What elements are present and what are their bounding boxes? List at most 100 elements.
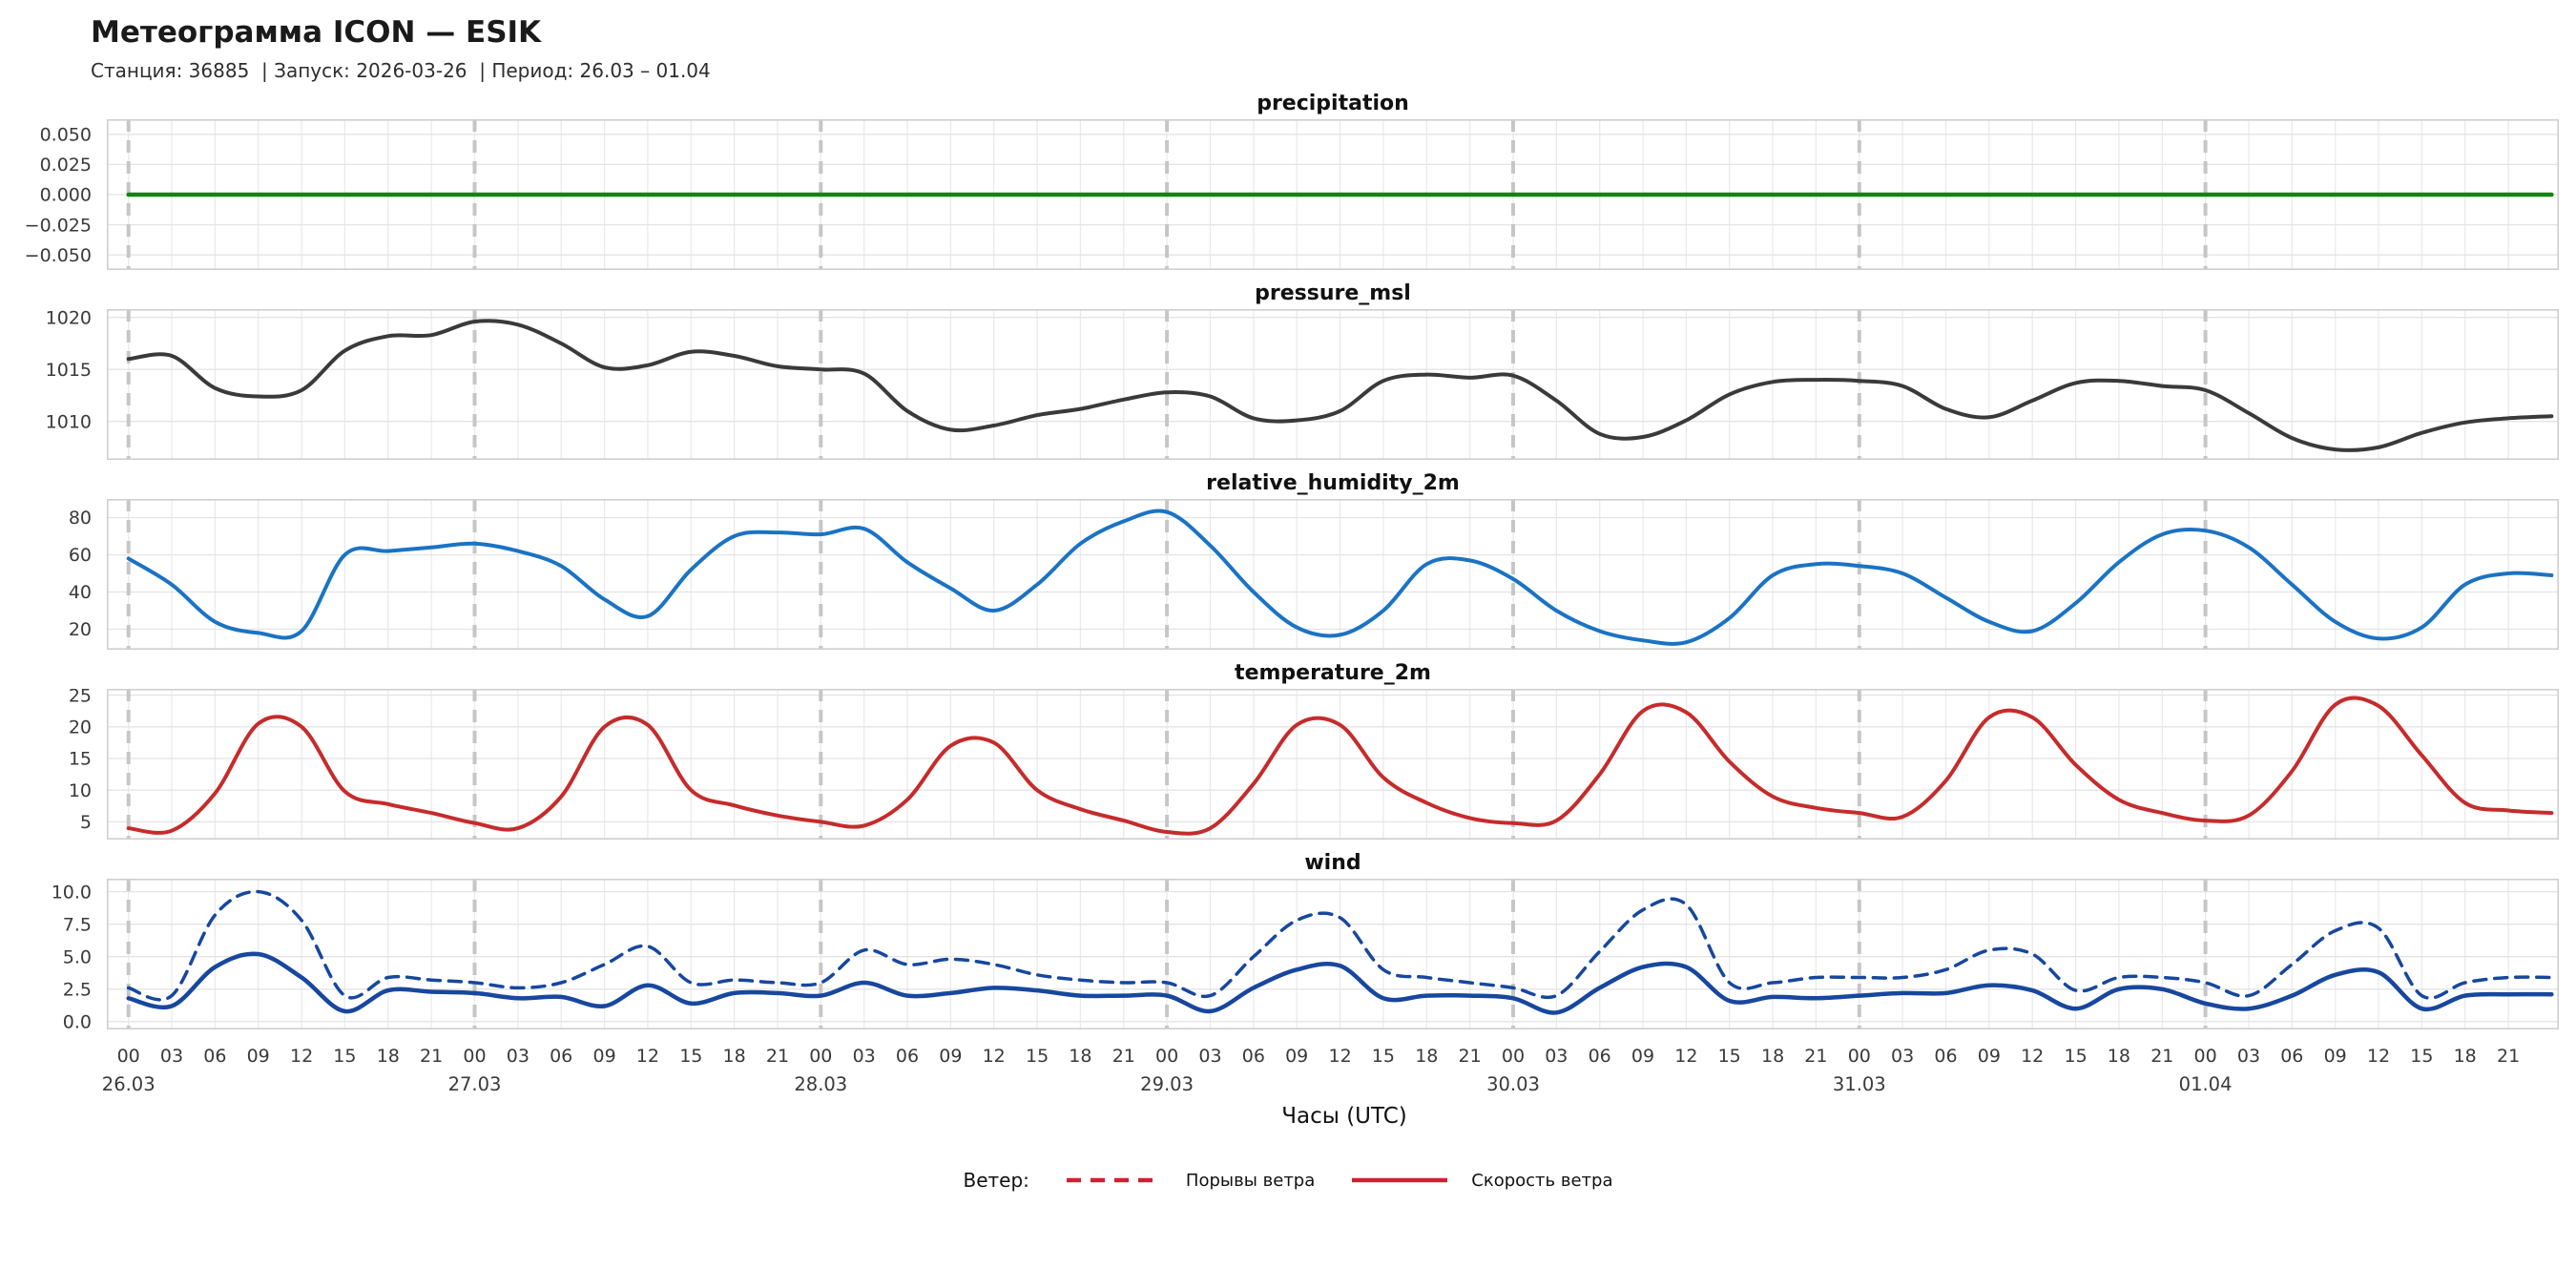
svg-text:06: 06 (203, 1046, 226, 1067)
panel-title-pressure: pressure_msl (1255, 281, 1411, 305)
pressure-plot: 1020 1015 1010 (46, 309, 2559, 460)
svg-text:0.000: 0.000 (40, 185, 92, 206)
x-axis-label: Часы (UTC) (1281, 1104, 1407, 1129)
svg-text:20: 20 (69, 619, 92, 640)
header: Метеограмма ICON — ESIK Станция: 36885 |… (0, 0, 2576, 82)
svg-text:00: 00 (809, 1046, 832, 1067)
legend-label-gusts: Порывы ветра (1185, 1170, 1316, 1191)
svg-text:12: 12 (1674, 1046, 1697, 1067)
meteogram-panels: precipitation 0.050 0.025 0.000 −0.025 −0.05… (11, 92, 2576, 1129)
page-subtitle: Станция: 36885 | Запуск: 2026-03-26 | Пе… (91, 59, 711, 82)
svg-text:15: 15 (1372, 1046, 1395, 1067)
svg-text:15: 15 (1026, 1046, 1049, 1067)
solid-line-icon (1352, 1177, 1448, 1183)
svg-text:12: 12 (2021, 1046, 2044, 1067)
svg-text:09: 09 (1631, 1046, 1654, 1067)
panel-title-wind: wind (1304, 851, 1361, 875)
svg-text:03: 03 (2237, 1046, 2260, 1067)
legend-label-speed: Скорость ветра (1471, 1170, 1613, 1191)
svg-text:12: 12 (290, 1046, 313, 1067)
svg-text:12: 12 (983, 1046, 1006, 1067)
humidity-plot: 80 60 40 20 (69, 499, 2559, 650)
panel-title-humidity: relative_humidity_2m (1206, 471, 1460, 495)
svg-text:15: 15 (69, 749, 92, 770)
svg-text:21: 21 (766, 1046, 789, 1067)
svg-text:06: 06 (1589, 1046, 1611, 1067)
svg-text:21: 21 (1459, 1046, 1482, 1067)
svg-text:40: 40 (69, 582, 92, 603)
wind-plot: 10.0 7.5 5.0 2.5 0.0 (52, 879, 2559, 1029)
svg-text:09: 09 (1285, 1046, 1308, 1067)
svg-text:00: 00 (117, 1046, 140, 1067)
svg-text:18: 18 (723, 1046, 746, 1067)
legend-prefix: Ветер: (963, 1169, 1029, 1192)
panel-wind: wind 10.0 7.5 5.0 2.5 0.0 (11, 851, 2576, 1029)
svg-text:21: 21 (1804, 1046, 1827, 1067)
svg-text:00: 00 (1848, 1046, 1871, 1067)
svg-text:10.0: 10.0 (52, 882, 92, 903)
legend-item-gusts: Порывы ветра (1062, 1171, 1315, 1191)
legend-item-speed: Скорость ветра (1347, 1170, 1613, 1191)
wind-legend: Ветер: Порывы ветра Скорость ветра (0, 1169, 2576, 1192)
svg-text:15: 15 (1718, 1046, 1741, 1067)
panel-pressure: pressure_msl 1020 1015 1010 (11, 281, 2576, 460)
svg-text:15: 15 (679, 1046, 702, 1067)
svg-text:1010: 1010 (46, 411, 92, 432)
svg-text:31.03: 31.03 (1833, 1073, 1886, 1095)
svg-text:03: 03 (853, 1046, 876, 1067)
panel-title-precipitation: precipitation (1257, 92, 1409, 115)
svg-text:09: 09 (1978, 1046, 2001, 1067)
svg-text:18: 18 (1069, 1046, 1091, 1067)
svg-text:30.03: 30.03 (1486, 1073, 1540, 1095)
svg-text:09: 09 (247, 1046, 270, 1067)
svg-text:18: 18 (1415, 1046, 1438, 1067)
dashed-line-icon (1066, 1177, 1162, 1183)
svg-text:1015: 1015 (46, 360, 92, 381)
svg-text:27.03: 27.03 (448, 1073, 502, 1095)
panel-title-temperature: temperature_2m (1235, 661, 1431, 685)
svg-text:03: 03 (1891, 1046, 1914, 1067)
svg-text:18: 18 (2108, 1046, 2130, 1067)
svg-text:00: 00 (1155, 1046, 1178, 1067)
svg-text:06: 06 (1242, 1046, 1265, 1067)
svg-text:28.03: 28.03 (794, 1073, 847, 1095)
panel-precipitation: precipitation 0.050 0.025 0.000 −0.025 −0.05… (11, 92, 2576, 270)
svg-text:12: 12 (636, 1046, 659, 1067)
svg-text:00: 00 (2194, 1046, 2217, 1067)
page-title: Метеограмма ICON — ESIK (91, 15, 542, 50)
svg-text:18: 18 (377, 1046, 400, 1067)
svg-text:−0.050: −0.050 (25, 245, 92, 266)
svg-text:−0.025: −0.025 (25, 215, 92, 236)
svg-text:60: 60 (69, 545, 92, 566)
svg-text:00: 00 (1502, 1046, 1525, 1067)
svg-text:03: 03 (160, 1046, 183, 1067)
svg-text:21: 21 (420, 1046, 443, 1067)
svg-text:09: 09 (2324, 1046, 2347, 1067)
svg-text:0.050: 0.050 (40, 124, 92, 145)
svg-text:09: 09 (593, 1046, 616, 1067)
svg-text:29.03: 29.03 (1140, 1073, 1194, 1095)
precipitation-plot: 0.050 0.025 0.000 −0.025 −0.050 (25, 119, 2559, 270)
svg-text:12: 12 (2367, 1046, 2390, 1067)
svg-text:5: 5 (80, 812, 92, 833)
panel-humidity: relative_humidity_2m 80 60 40 20 (11, 471, 2576, 650)
panel-temperature: temperature_2m 25 20 15 10 5 (11, 661, 2576, 840)
temperature-plot: 25 20 15 10 5 (69, 689, 2559, 840)
svg-text:26.03: 26.03 (102, 1073, 156, 1095)
svg-text:10: 10 (69, 780, 92, 801)
svg-text:03: 03 (1545, 1046, 1568, 1067)
svg-text:15: 15 (333, 1046, 356, 1067)
svg-text:80: 80 (69, 508, 92, 529)
svg-text:18: 18 (2454, 1046, 2477, 1067)
svg-text:2.5: 2.5 (63, 979, 92, 1000)
svg-text:20: 20 (69, 717, 92, 737)
svg-text:03: 03 (1198, 1046, 1221, 1067)
svg-text:18: 18 (1761, 1046, 1784, 1067)
svg-text:06: 06 (1934, 1046, 1957, 1067)
svg-text:15: 15 (2065, 1046, 2088, 1067)
svg-text:21: 21 (1112, 1046, 1135, 1067)
svg-text:7.5: 7.5 (63, 914, 92, 935)
svg-text:00: 00 (463, 1046, 486, 1067)
svg-text:09: 09 (939, 1046, 962, 1067)
svg-text:5.0: 5.0 (63, 946, 92, 967)
